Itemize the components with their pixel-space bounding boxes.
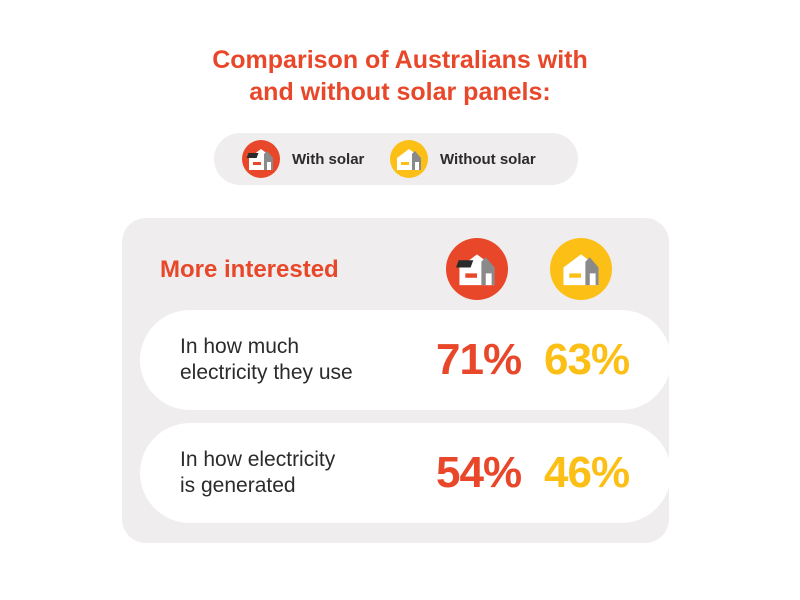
value-without-solar: 63% <box>544 335 630 384</box>
row-label-line-2: electricity they use <box>180 361 353 384</box>
value-with-solar: 71% <box>436 335 522 384</box>
house-with-solar-panel-icon <box>446 238 508 300</box>
comparison-panel: More interested In how much electricity … <box>122 218 671 543</box>
legend-item-without-solar: Without solar <box>390 140 536 178</box>
value-with-solar: 54% <box>436 448 522 497</box>
house-with-solar-panel-icon <box>242 140 280 178</box>
row-label-line-2: is generated <box>180 474 296 497</box>
table-row: In how much electricity they use 71% 63% <box>140 310 671 410</box>
chart-title: Comparison of Australians with and witho… <box>0 44 800 108</box>
row-label-line-1: In how much <box>180 335 300 358</box>
title-line-2: and without solar panels: <box>249 78 551 106</box>
house-without-solar-icon <box>550 238 612 300</box>
table-row: In how electricity is generated 54% 46% <box>140 423 671 523</box>
legend-label-with-solar: With solar <box>292 150 365 168</box>
row-label: In how electricity is generated <box>180 447 420 499</box>
row-label-line-1: In how electricity <box>180 448 336 471</box>
legend-label-without-solar: Without solar <box>440 150 536 168</box>
legend-item-with-solar: With solar <box>242 140 364 178</box>
row-label: In how much electricity they use <box>180 334 420 386</box>
house-without-solar-icon <box>390 140 428 178</box>
title-line-1: Comparison of Australians with <box>212 46 588 74</box>
panel-heading: More interested <box>160 256 339 283</box>
legend: With solar Without solar <box>214 133 578 185</box>
value-without-solar: 46% <box>544 448 630 497</box>
